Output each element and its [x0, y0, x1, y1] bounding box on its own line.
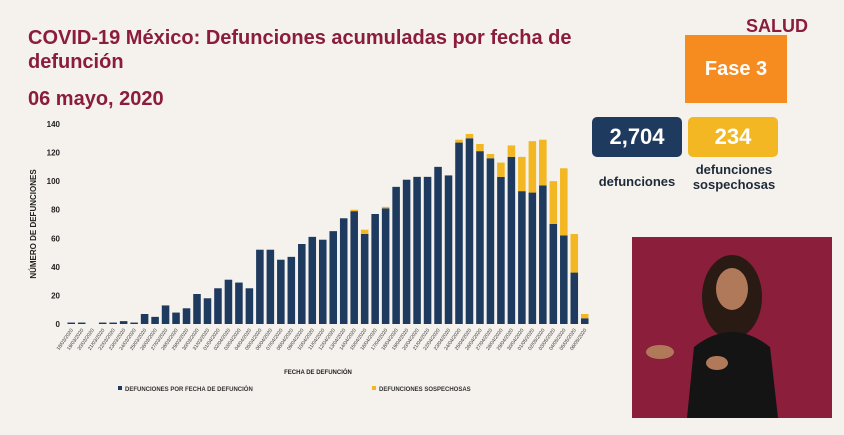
y-tick-label: 100	[47, 177, 61, 186]
bar-segment	[77, 322, 86, 324]
bar-segment	[518, 191, 526, 324]
y-tick-label: 60	[51, 234, 60, 243]
deaths-value: 2,704	[592, 117, 682, 157]
bar-segment	[455, 142, 463, 324]
bar-segment	[266, 249, 275, 324]
y-tick-label: 40	[51, 263, 60, 272]
bar-segment	[465, 138, 474, 324]
bar-segment	[518, 156, 526, 192]
bar-segment	[298, 244, 306, 324]
logo: SALUD	[746, 16, 808, 36]
bar-segment	[193, 294, 201, 324]
bar-segment	[486, 158, 495, 324]
bar-segment	[402, 179, 411, 324]
deaths-label: defunciones	[598, 174, 676, 189]
phase-box: Fase 3	[685, 35, 787, 103]
legend-swatch	[118, 386, 122, 390]
hand	[646, 345, 674, 359]
face	[716, 268, 748, 310]
bar-segment	[507, 145, 516, 157]
bar-segment	[151, 316, 159, 324]
bar-segment	[560, 168, 568, 236]
bar-segment	[549, 224, 558, 324]
bar-segment	[539, 139, 547, 186]
bar-segment	[203, 298, 212, 324]
bar-segment	[360, 229, 369, 234]
y-tick-label: 0	[56, 320, 61, 329]
bar-segment	[476, 144, 484, 152]
bar-segment	[182, 308, 191, 324]
bar-segment	[497, 162, 505, 177]
bar-segment	[245, 288, 254, 324]
bar-segment	[287, 256, 296, 324]
bar-segment	[161, 305, 170, 324]
bar-segment	[214, 288, 222, 324]
title: COVID-19 México: Defunciones acumuladas …	[28, 27, 572, 73]
bar-segment	[434, 166, 442, 324]
bar-segment	[580, 314, 589, 319]
bar-segment	[172, 312, 180, 324]
bar-segment	[476, 151, 484, 324]
y-tick-label: 80	[51, 206, 60, 215]
bar-segment	[560, 235, 568, 324]
bar-segment	[350, 211, 358, 324]
bar-segment	[140, 314, 149, 324]
bar-segment	[423, 176, 432, 324]
bar-segment	[360, 234, 369, 324]
bar-segment	[235, 282, 243, 324]
bar-segment	[497, 176, 505, 324]
bar-segment	[381, 208, 390, 324]
bar-segment	[109, 322, 117, 324]
bar-segment	[277, 259, 285, 324]
bar-segment	[580, 318, 589, 324]
bar-segment	[98, 322, 107, 324]
bar-segment	[539, 185, 547, 324]
x-axis-label: FECHA DE DEFUNCIÓN	[284, 368, 352, 376]
bar-segment	[119, 321, 128, 324]
bar-segment	[224, 279, 233, 324]
bar-segment	[329, 231, 338, 324]
bar-segment	[455, 139, 463, 143]
legend-label: DEFUNCIONES POR FECHA DE DEFUNCIÓN	[125, 385, 253, 393]
bar-segment	[371, 214, 379, 324]
body	[687, 332, 778, 418]
bar-segment	[570, 234, 579, 273]
bar-segment	[528, 192, 537, 324]
legend-label: DEFUNCIONES SOSPECHOSAS	[379, 387, 471, 393]
bar-segment	[67, 322, 76, 324]
bar-segment	[465, 134, 474, 139]
bar-segment	[256, 249, 264, 324]
suspected-label: defunciones sospechosas	[692, 162, 776, 192]
bar-segment	[308, 236, 317, 324]
chart: NÚMERO DE DEFUNCIONES FECHA DE DEFUNCIÓN…	[29, 120, 589, 393]
bar-segment	[413, 176, 421, 324]
bar-segment	[381, 206, 390, 209]
y-tick-label: 140	[47, 120, 61, 129]
bar-segment	[350, 209, 358, 212]
bar-segment	[549, 181, 558, 224]
date: 06 mayo, 2020	[28, 88, 164, 110]
bar-segment	[486, 154, 495, 159]
bar-segment	[339, 218, 348, 324]
bar-segment	[570, 272, 579, 324]
interpreter-video	[632, 237, 832, 418]
bar-segment	[507, 156, 516, 324]
hand	[706, 356, 728, 370]
y-tick-label: 120	[47, 149, 61, 158]
y-tick-label: 20	[51, 291, 60, 300]
bar-segment	[528, 141, 537, 193]
bar-segment	[392, 186, 400, 324]
bar-segment	[318, 239, 327, 324]
bar-segment	[130, 322, 138, 324]
y-axis-label: NÚMERO DE DEFUNCIONES	[29, 169, 38, 279]
legend-swatch	[372, 386, 376, 390]
suspected-value: 234	[688, 117, 778, 157]
bar-segment	[444, 175, 453, 324]
